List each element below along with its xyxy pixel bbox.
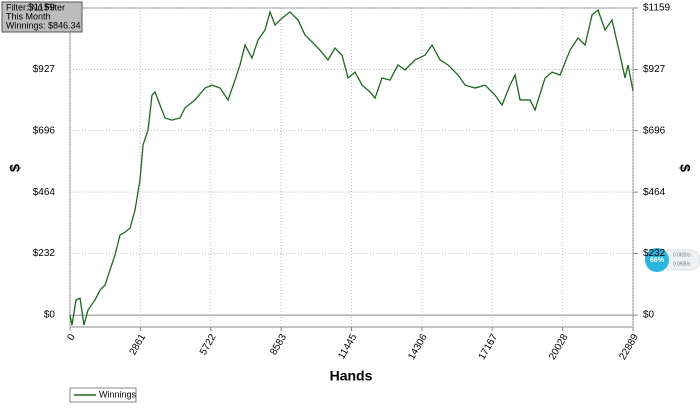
net-gauge (645, 248, 669, 272)
y-tick-label: $232 (33, 248, 56, 259)
y2-axis-label: $ (677, 164, 693, 172)
plot (69, 9, 634, 326)
y2-tick-label: $696 (643, 125, 666, 136)
legend-label: Winnings (99, 389, 137, 399)
y2-tick-label: $927 (643, 64, 666, 75)
y2-tick-label: $1159 (643, 3, 671, 14)
x-tick-label: 8583 (268, 332, 289, 357)
net-download: 0.0KB/s (673, 261, 691, 267)
net-percent: 66% (650, 257, 665, 264)
x-axis-label: Hands (330, 368, 373, 384)
x-tick-label: 11445 (336, 332, 359, 361)
y2-tick-label: $464 (643, 187, 666, 198)
legend (69, 387, 137, 403)
y-tick-label: $1159 (28, 3, 56, 14)
y-tick-label: $0 (44, 310, 56, 321)
x-tick-label: 20028 (547, 332, 571, 362)
grid (69, 7, 634, 327)
y-tick-label: $927 (33, 64, 56, 75)
y-tick-label: $464 (33, 187, 56, 198)
y2-tick-label: $0 (643, 310, 655, 321)
x-tick-label: 2861 (128, 332, 149, 357)
y2-tick-label: $232 (643, 248, 666, 259)
series-line (69, 9, 634, 326)
y-tick-label: $696 (33, 125, 56, 136)
x-tick-label: 5722 (198, 332, 219, 357)
info-line: This Month (6, 11, 51, 21)
info-line: Winnings: $846.34 (6, 20, 81, 30)
x-tick-label: 0 (66, 332, 79, 343)
x-tick-label: 22889 (617, 332, 641, 362)
info-box (1, 1, 83, 33)
y-axis-label: $ (7, 164, 23, 172)
info-line: Filter: No Filter (6, 2, 65, 12)
x-tick-label: 14306 (406, 332, 430, 362)
net-upload: 0.0KB/s (673, 252, 691, 258)
x-tick-label: 17167 (477, 332, 501, 362)
